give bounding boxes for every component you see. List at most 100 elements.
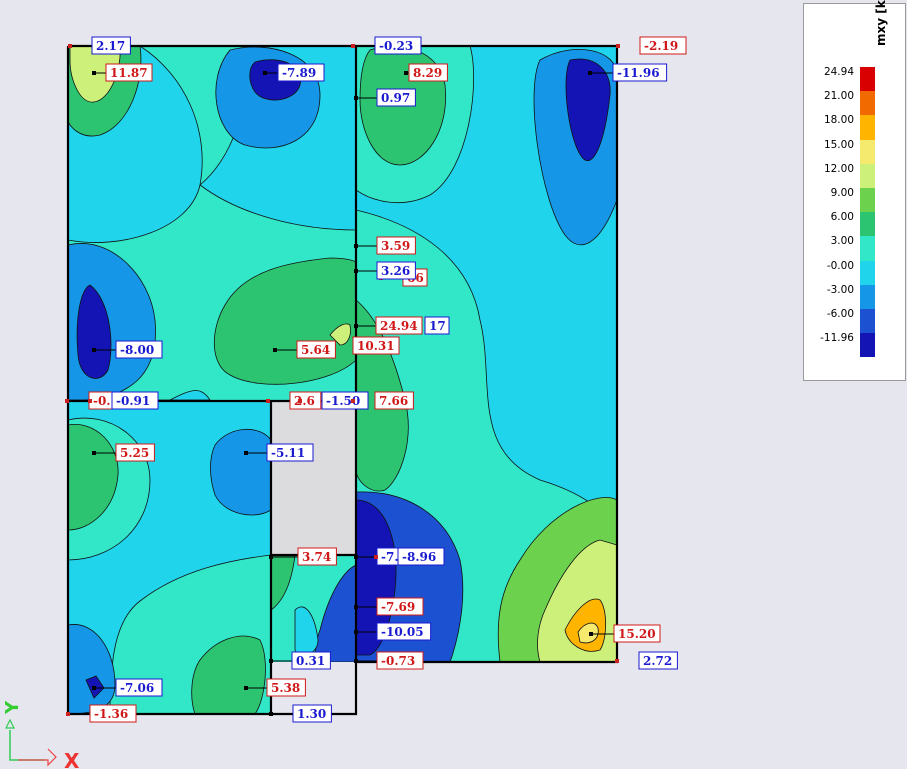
node-marker bbox=[615, 659, 619, 663]
value-label-box bbox=[376, 597, 424, 616]
value-label-text: -0. bbox=[93, 394, 111, 408]
value-label-box bbox=[115, 443, 155, 462]
value-label-box bbox=[105, 63, 153, 82]
value-label-text: 17 bbox=[429, 319, 446, 333]
value-point-marker bbox=[354, 96, 358, 100]
legend-swatch bbox=[860, 67, 875, 92]
value-label-box bbox=[376, 651, 424, 670]
value-label-text: 0.97 bbox=[381, 91, 410, 105]
value-label-box bbox=[397, 547, 445, 566]
value-label-text: -10.05 bbox=[381, 625, 424, 639]
value-label-box bbox=[376, 88, 416, 107]
node-marker bbox=[298, 399, 302, 403]
legend-title: mxy [kNm/m] bbox=[874, 0, 888, 46]
value-label-text: -0.23 bbox=[379, 39, 413, 53]
value-point-marker bbox=[354, 324, 358, 328]
value-label-text: -7. bbox=[381, 550, 399, 564]
value-label-box bbox=[352, 336, 400, 355]
legend-swatch bbox=[860, 333, 875, 358]
value-label-text: 11.87 bbox=[110, 66, 148, 80]
legend-tick-label: 24.94 bbox=[823, 66, 854, 78]
value-point-marker bbox=[92, 686, 96, 690]
value-label-text: 8.29 bbox=[413, 66, 442, 80]
x-axis-label: X bbox=[64, 749, 80, 769]
value-point-marker bbox=[354, 555, 358, 559]
legend-tick-label: -3.00 bbox=[826, 283, 854, 296]
legend-swatch bbox=[860, 309, 875, 334]
value-label-box bbox=[374, 36, 422, 55]
value-label-box bbox=[277, 63, 325, 82]
value-point-marker bbox=[269, 659, 273, 663]
value-label-text: -0.73 bbox=[381, 654, 415, 668]
value-label-box bbox=[291, 651, 331, 670]
value-label-text: 0.31 bbox=[296, 654, 325, 668]
node-marker bbox=[66, 712, 70, 716]
value-label-text: 10.31 bbox=[357, 339, 395, 353]
legend-swatch bbox=[860, 236, 875, 261]
value-point-marker bbox=[269, 555, 273, 559]
value-label-text: 5.64 bbox=[301, 343, 330, 357]
legend-tick-label: 15.00 bbox=[823, 138, 854, 151]
value-label-text: -11.96 bbox=[617, 66, 660, 80]
legend-tick-label: -0.00 bbox=[826, 259, 854, 272]
value-label-box bbox=[376, 261, 416, 280]
legend-swatch bbox=[860, 260, 875, 285]
legend-tick-label: 3.00 bbox=[830, 235, 854, 248]
value-label-text: 7.66 bbox=[379, 394, 408, 408]
value-label-box bbox=[424, 316, 450, 335]
legend-swatch bbox=[860, 212, 875, 237]
value-label-box bbox=[266, 443, 314, 462]
value-point-marker bbox=[354, 605, 358, 609]
value-point-marker bbox=[269, 712, 273, 716]
node-marker bbox=[88, 399, 92, 403]
value-label-box bbox=[375, 316, 423, 335]
value-point-marker bbox=[263, 71, 267, 75]
value-label-text: -7.69 bbox=[381, 600, 415, 614]
value-label-text: -2.19 bbox=[644, 39, 678, 53]
value-label-box bbox=[91, 36, 131, 55]
empty-region bbox=[271, 401, 356, 555]
value-point-marker bbox=[92, 348, 96, 352]
value-label-text: 2.6 bbox=[294, 394, 315, 408]
value-label-text: -0.91 bbox=[116, 394, 150, 408]
value-label-text: 2.72 bbox=[643, 654, 672, 668]
value-point-marker bbox=[92, 451, 96, 455]
node-marker bbox=[266, 399, 270, 403]
legend-tick-label: 21.00 bbox=[823, 90, 854, 103]
value-label-text: 3.74 bbox=[302, 550, 331, 564]
legend-tick-label: -11.96 bbox=[820, 332, 854, 345]
node-marker bbox=[351, 399, 355, 403]
value-label-text: 3.59 bbox=[381, 239, 410, 253]
value-label-text: -1.36 bbox=[94, 707, 128, 721]
legend-swatch bbox=[860, 163, 875, 188]
value-point-marker bbox=[589, 632, 593, 636]
value-point-marker bbox=[354, 630, 358, 634]
value-label-box bbox=[376, 622, 432, 641]
axis-gizmo: Y X bbox=[2, 700, 80, 769]
value-label-text: 3.26 bbox=[381, 264, 410, 278]
node-marker bbox=[68, 44, 72, 48]
value-label-text: -1.50 bbox=[326, 394, 360, 408]
value-label-box bbox=[638, 651, 678, 670]
value-label-box bbox=[296, 340, 336, 359]
legend-tick-label: 9.00 bbox=[830, 187, 854, 199]
value-label-text: 5.25 bbox=[120, 446, 149, 460]
value-label-box bbox=[115, 340, 163, 359]
value-label-box bbox=[89, 704, 137, 723]
value-label-box bbox=[111, 391, 159, 410]
node-marker bbox=[65, 399, 69, 403]
y-axis-label: Y bbox=[2, 700, 23, 715]
value-label-box bbox=[297, 547, 337, 566]
value-label-text: -7.06 bbox=[120, 681, 154, 695]
legend-swatch bbox=[860, 139, 875, 164]
value-labels: 2.17 11.87 -7.89 -0.238.29 -2.19 -11.96 0.97 3.… bbox=[65, 36, 687, 723]
value-point-marker bbox=[273, 348, 277, 352]
panel-bottom-middle bbox=[271, 555, 356, 662]
value-label-text: -5.11 bbox=[271, 446, 305, 460]
node-marker bbox=[616, 44, 620, 48]
value-label-box bbox=[266, 678, 306, 697]
legend-tick-label: -6.00 bbox=[826, 308, 854, 320]
legend-tick-label: 6.00 bbox=[830, 211, 854, 224]
value-label-box bbox=[408, 63, 448, 82]
